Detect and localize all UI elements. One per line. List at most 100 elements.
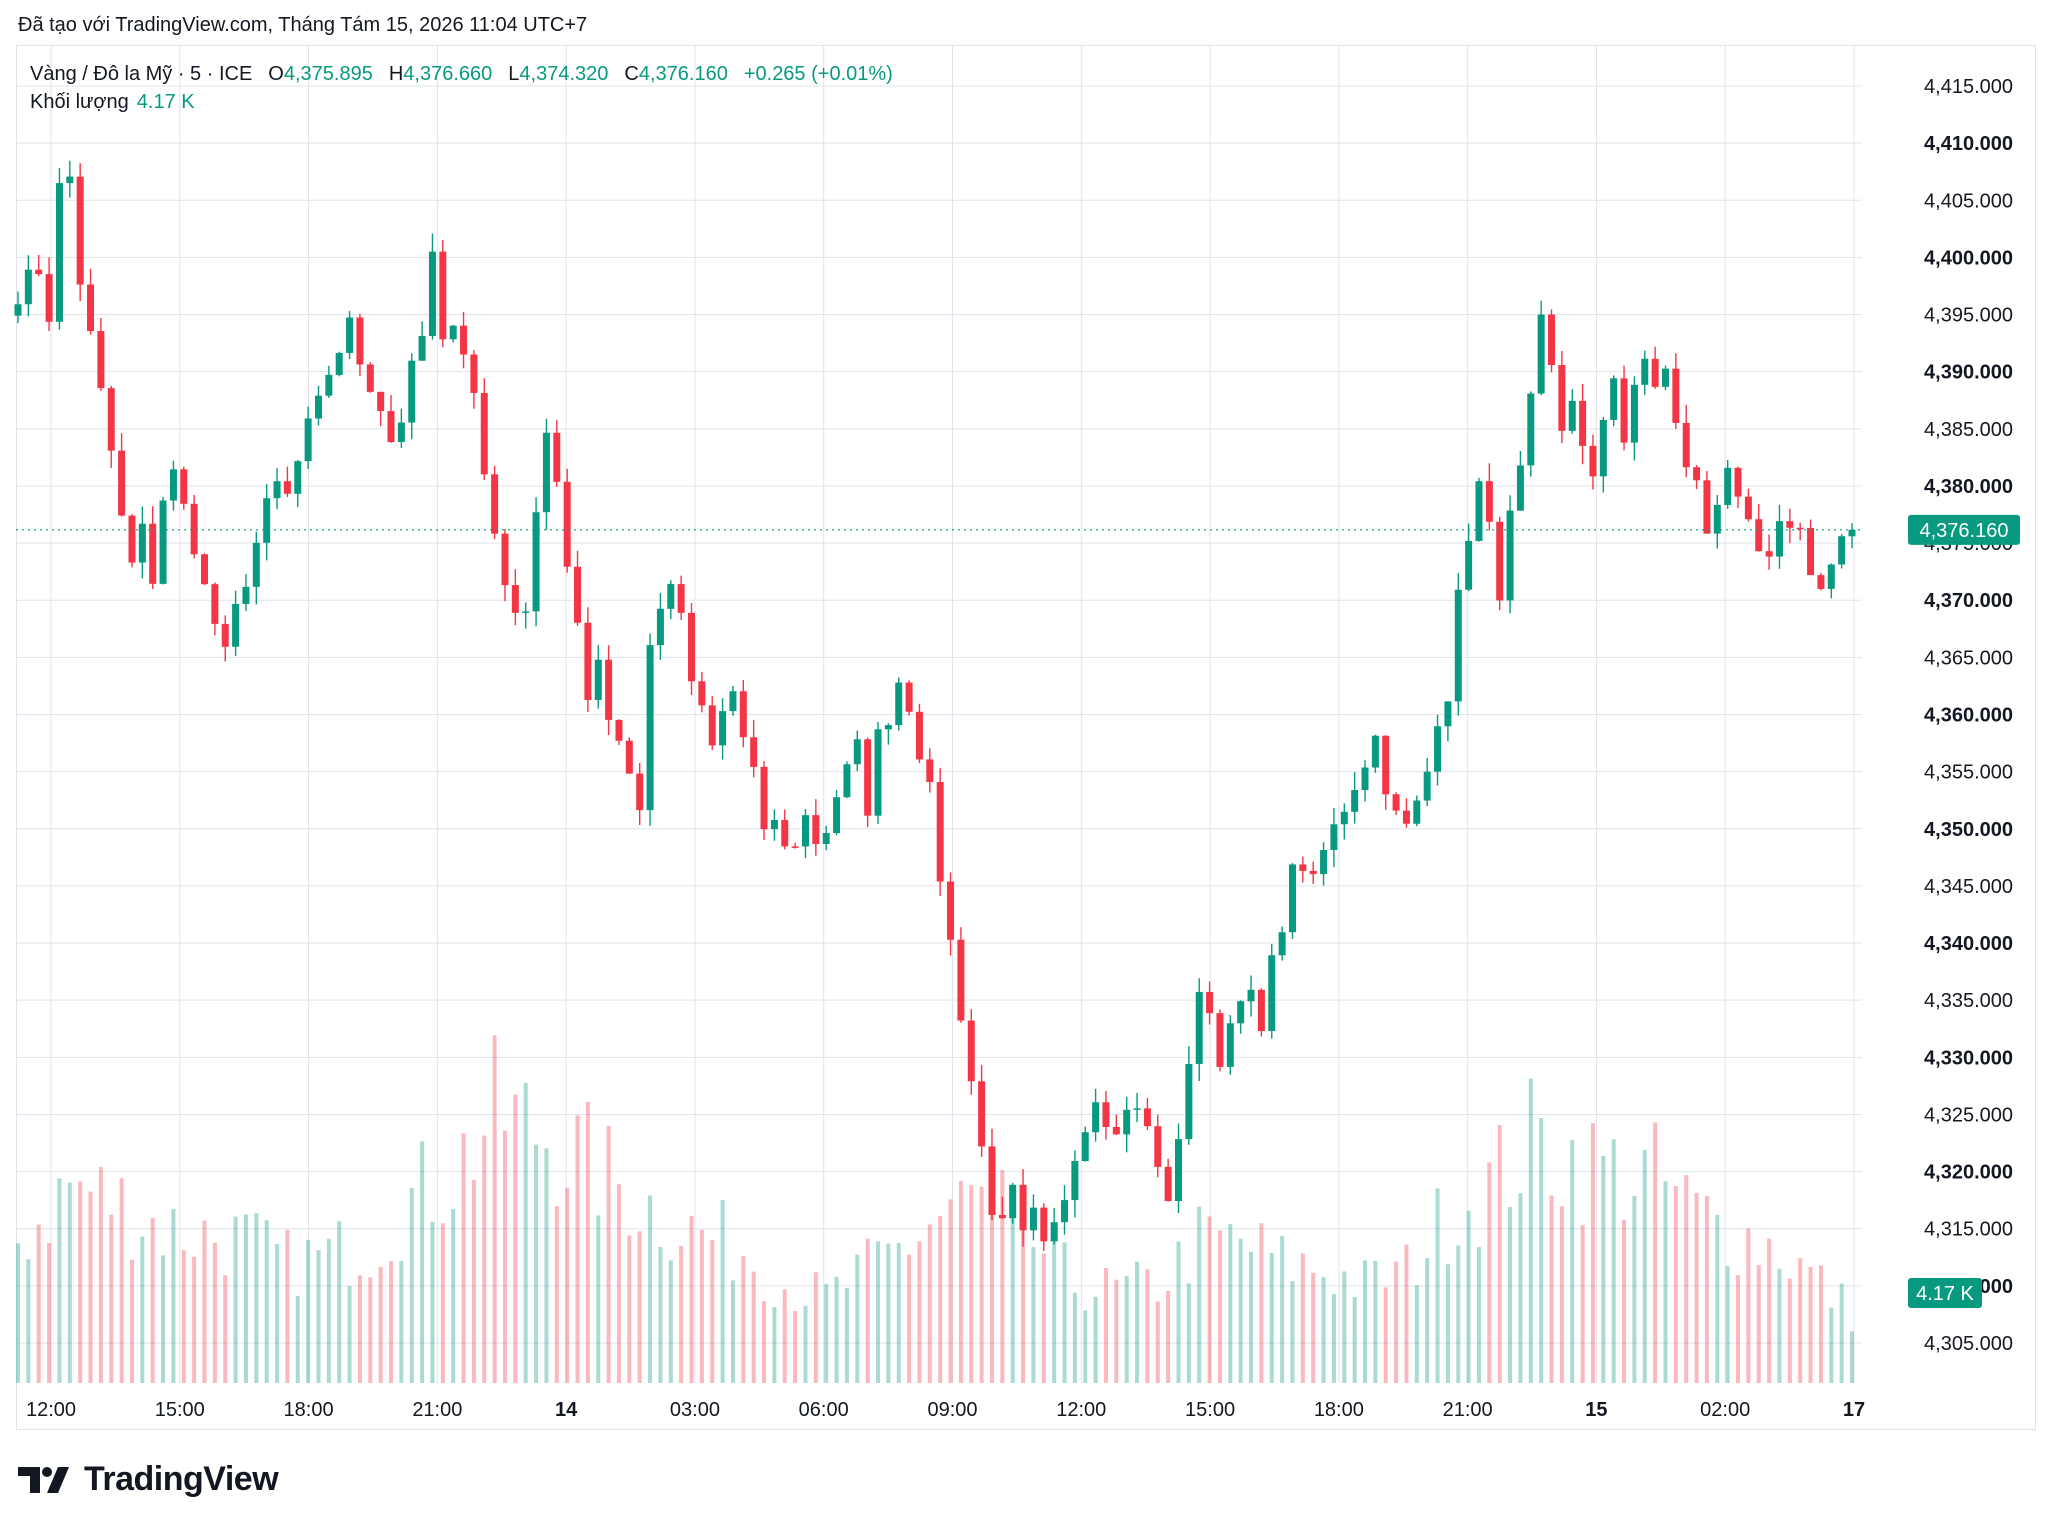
candle (221, 615, 229, 662)
last-price-badge: 4,376.160 (1908, 514, 2020, 545)
candle (1610, 375, 1618, 427)
volume-bar (1476, 1247, 1481, 1383)
x-tick-label: 21:00 (412, 1399, 462, 1421)
candle-body (1029, 1207, 1037, 1231)
low-value: L4,374.320 (508, 63, 609, 85)
candle-body (1257, 989, 1265, 1032)
candle (387, 395, 395, 443)
candle (470, 349, 478, 409)
candle-body (87, 284, 95, 332)
candle (1154, 1114, 1162, 1178)
candle-body (118, 450, 126, 516)
candle-body (1444, 701, 1452, 727)
candle (397, 408, 405, 448)
volume-bar (1083, 1310, 1088, 1383)
candle-body (667, 584, 675, 609)
x-tick-label: 21:00 (1443, 1399, 1493, 1421)
volume-bar (378, 1266, 383, 1383)
candle-body (97, 331, 105, 389)
candle-body (1061, 1200, 1069, 1223)
symbol-title[interactable]: Vàng / Đô la Mỹ · 5 · ICE (30, 63, 253, 85)
volume-bar (357, 1275, 362, 1383)
candle (1247, 975, 1255, 1017)
candle (1599, 417, 1607, 493)
x-tick-label: 12:00 (26, 1399, 76, 1421)
candle-body (1164, 1166, 1172, 1202)
y-tick-label: 4,335.000 (1924, 990, 2013, 1012)
candle-body (563, 481, 571, 567)
volume-bar (658, 1247, 663, 1383)
price-axis: 4,415.000 4,410.000 4,405.000 4,400.000 4,39… (1908, 76, 2020, 1355)
x-tick-label: 03:00 (670, 1399, 720, 1421)
volume-bar (1342, 1271, 1347, 1383)
y-tick-label: 4,320.000 (1924, 1162, 2013, 1184)
candle (708, 696, 716, 750)
candle-body (470, 354, 478, 394)
candle (1278, 926, 1286, 961)
volume-bar (430, 1221, 435, 1383)
candle (449, 325, 457, 343)
candle (1330, 807, 1338, 868)
x-tick-label: 02:00 (1700, 1399, 1750, 1421)
volume-bar (161, 1255, 166, 1383)
candle-body (874, 729, 882, 816)
volume-bar (1694, 1192, 1699, 1383)
candle (1775, 504, 1783, 569)
volume-bar (1155, 1301, 1160, 1383)
candle-body (14, 304, 22, 316)
candle-body (1744, 496, 1752, 520)
candle (967, 1009, 975, 1095)
volume-bar (1363, 1260, 1368, 1383)
change-value: +0.265 (+0.01%) (743, 63, 893, 85)
y-tick-label: 4,415.000 (1924, 76, 2013, 98)
volume-bar (699, 1229, 704, 1383)
candle-body (138, 523, 146, 563)
candle-body (1154, 1126, 1162, 1167)
candle (594, 644, 602, 709)
candle (926, 748, 934, 793)
volume-bar (1021, 1186, 1026, 1383)
volume-bar (844, 1287, 849, 1383)
x-tick-label: 12:00 (1056, 1399, 1106, 1421)
volume-bar (337, 1221, 342, 1383)
candle (1672, 353, 1680, 430)
candle-body (252, 542, 260, 587)
candle (377, 391, 385, 427)
candle-body (1361, 767, 1369, 791)
candle-body (1050, 1222, 1058, 1242)
candle-body (1765, 551, 1773, 557)
candle (232, 590, 240, 657)
candle (1351, 772, 1359, 824)
candle-body (1216, 1013, 1224, 1067)
candle-body (1734, 467, 1742, 497)
candle (605, 645, 613, 736)
volume-bar (223, 1275, 228, 1383)
candle (1641, 350, 1649, 395)
candle-body (1796, 527, 1804, 530)
volume-bar (648, 1195, 653, 1383)
candle-body (1226, 1023, 1234, 1067)
volume-bar (1777, 1268, 1782, 1383)
volume-bar (1808, 1266, 1813, 1383)
candle-body (594, 659, 602, 701)
volume-bar (316, 1250, 321, 1383)
volume-label[interactable]: Khối lượng (30, 91, 129, 113)
volume-bar (958, 1181, 963, 1383)
candle-body (511, 585, 519, 613)
candle-body (128, 515, 136, 563)
volume-bar (1725, 1266, 1730, 1383)
tradingview-brand[interactable]: TradingView (18, 1460, 279, 1499)
candle-body (66, 176, 74, 184)
volume-bar (409, 1187, 414, 1383)
candle-body (1475, 481, 1483, 541)
volume-bar (1497, 1125, 1502, 1383)
candle (1796, 522, 1804, 541)
volume-bar (1508, 1207, 1513, 1383)
volume-bar (1394, 1261, 1399, 1383)
candle-body (294, 461, 302, 494)
volume-bar (793, 1311, 798, 1383)
price-chart[interactable]: 4,415.000 4,410.000 4,405.000 4,400.000 4,39… (0, 0, 2048, 1440)
candle-body (418, 335, 426, 361)
candle (1402, 798, 1410, 828)
candle-body (1454, 589, 1462, 702)
